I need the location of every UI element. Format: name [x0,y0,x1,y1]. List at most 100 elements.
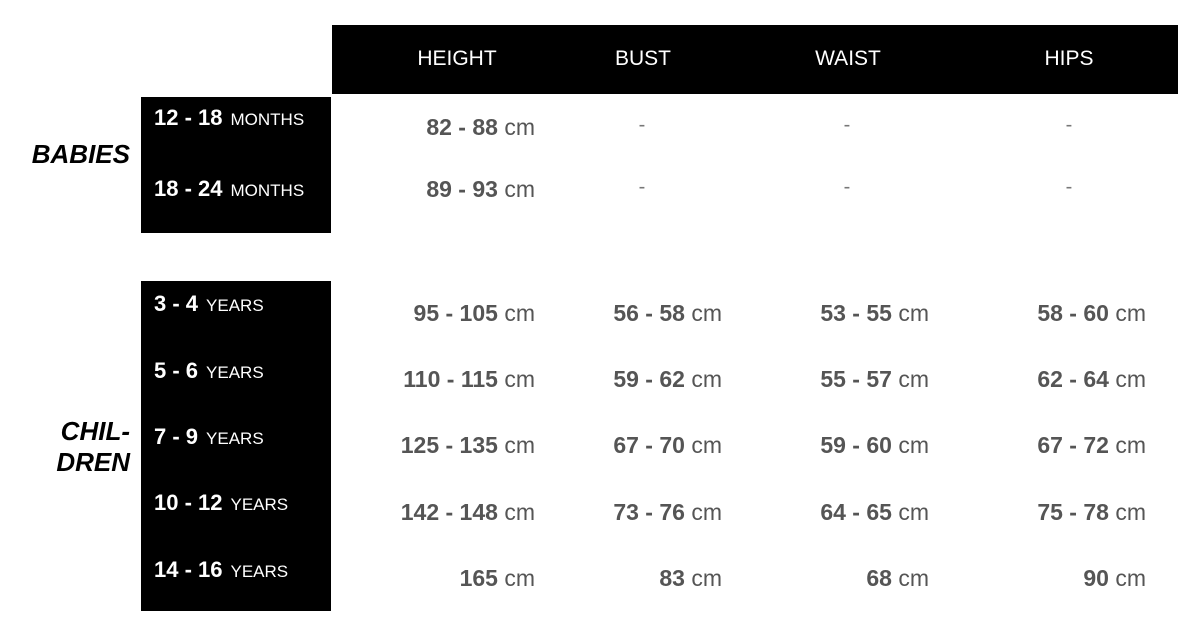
measurement-value: 165 cm [460,565,535,592]
measurement-number: 67 - 72 [1037,432,1109,458]
age-label: 5 - 6 YEARS [154,358,264,384]
measurement-value: 55 - 57 cm [820,366,929,393]
empty-value: - [638,176,646,198]
unit-cm: cm [691,366,722,392]
measurement-number: 62 - 64 [1037,366,1109,392]
age-unit: YEARS [230,495,289,514]
unit-cm: cm [504,565,535,591]
measurement-value: 142 - 148 cm [401,499,535,526]
measurement-number: 68 [866,565,892,591]
measurement-number: 59 - 62 [613,366,685,392]
measurement-value: 75 - 78 cm [1037,499,1146,526]
unit-cm: cm [504,114,535,140]
age-range: 14 - 16 [154,557,223,582]
measurement-number: 125 - 135 [400,432,498,458]
measurement-value: 68 cm [866,565,929,592]
measurement-value: 56 - 58 cm [613,300,722,327]
unit-cm: cm [504,176,535,202]
unit-cm: cm [1115,565,1146,591]
measurement-number: 75 - 78 [1037,499,1109,525]
unit-cm: cm [504,499,535,525]
age-label: 12 - 18 MONTHS [154,105,304,131]
age-range: 7 - 9 [154,424,199,449]
age-unit: MONTHS [230,181,305,200]
measurement-number: 90 [1083,565,1109,591]
measurement-number: 73 - 76 [613,499,685,525]
measurement-value: 82 - 88 cm [426,114,535,141]
empty-value: - [1065,114,1073,136]
empty-value: - [843,114,851,136]
unit-cm: cm [898,565,929,591]
measurement-number: 64 - 65 [820,499,892,525]
measurement-value: 53 - 55 cm [820,300,929,327]
age-label: 7 - 9 YEARS [154,424,264,450]
unit-cm: cm [1115,499,1146,525]
age-label: 14 - 16 YEARS [154,557,288,583]
measurement-value: 90 cm [1083,565,1146,592]
column-waist: WAIST [815,47,881,70]
empty-value: - [843,176,851,198]
age-unit: MONTHS [230,110,305,129]
age-unit: YEARS [230,562,289,581]
unit-cm: cm [504,432,535,458]
measurement-value: 58 - 60 cm [1037,300,1146,327]
measurement-value: 67 - 72 cm [1037,432,1146,459]
age-range: 10 - 12 [154,490,223,515]
group-children-label: CHIL- DREN [0,416,130,478]
age-unit: YEARS [206,429,264,448]
unit-cm: cm [691,499,722,525]
measurement-value: 62 - 64 cm [1037,366,1146,393]
unit-cm: cm [898,499,929,525]
measurement-value: 59 - 62 cm [613,366,722,393]
group-children-line2: DREN [56,447,130,477]
group-children-line1: CHIL- [60,416,130,446]
measurement-number: 59 - 60 [820,432,892,458]
age-unit: YEARS [206,296,264,315]
unit-cm: cm [691,565,722,591]
measurement-number: 142 - 148 [400,499,498,525]
age-label: 18 - 24 MONTHS [154,176,304,202]
measurement-value: 83 cm [659,565,722,592]
measurement-number: 67 - 70 [613,432,685,458]
column-header-bar: HEIGHT BUST WAIST HIPS [332,25,1178,94]
age-label: 3 - 4 YEARS [154,291,264,317]
measurement-number: 55 - 57 [820,366,892,392]
measurement-number: 82 - 88 [426,114,498,140]
measurement-value: 95 - 105 cm [414,300,535,327]
empty-value: - [1065,176,1073,198]
column-height: HEIGHT [417,47,497,70]
measurement-value: 89 - 93 cm [426,176,535,203]
unit-cm: cm [1115,432,1146,458]
unit-cm: cm [1115,366,1146,392]
age-range: 18 - 24 [154,176,223,201]
unit-cm: cm [504,366,535,392]
measurement-number: 53 - 55 [820,300,892,326]
unit-cm: cm [504,300,535,326]
age-label: 10 - 12 YEARS [154,490,288,516]
unit-cm: cm [1115,300,1146,326]
age-unit: YEARS [206,363,264,382]
measurement-number: 165 [459,565,498,591]
group-babies-label: BABIES [31,139,130,169]
unit-cm: cm [898,366,929,392]
age-range: 12 - 18 [154,105,223,130]
babies-age-box [141,97,331,233]
measurement-value: 110 - 115 cm [403,366,535,393]
children-age-box [141,281,331,611]
unit-cm: cm [898,300,929,326]
measurement-number: 58 - 60 [1037,300,1109,326]
measurement-number: 95 - 105 [413,300,498,326]
measurement-number: 89 - 93 [426,176,498,202]
column-bust: BUST [614,47,672,70]
measurement-value: 64 - 65 cm [820,499,929,526]
measurement-value: 59 - 60 cm [820,432,929,459]
empty-value: - [638,114,646,136]
unit-cm: cm [691,300,722,326]
measurement-value: 67 - 70 cm [613,432,722,459]
measurement-number: 56 - 58 [613,300,685,326]
unit-cm: cm [898,432,929,458]
age-range: 3 - 4 [154,291,199,316]
column-hips: HIPS [1044,47,1094,70]
age-range: 5 - 6 [154,358,199,383]
unit-cm: cm [691,432,722,458]
